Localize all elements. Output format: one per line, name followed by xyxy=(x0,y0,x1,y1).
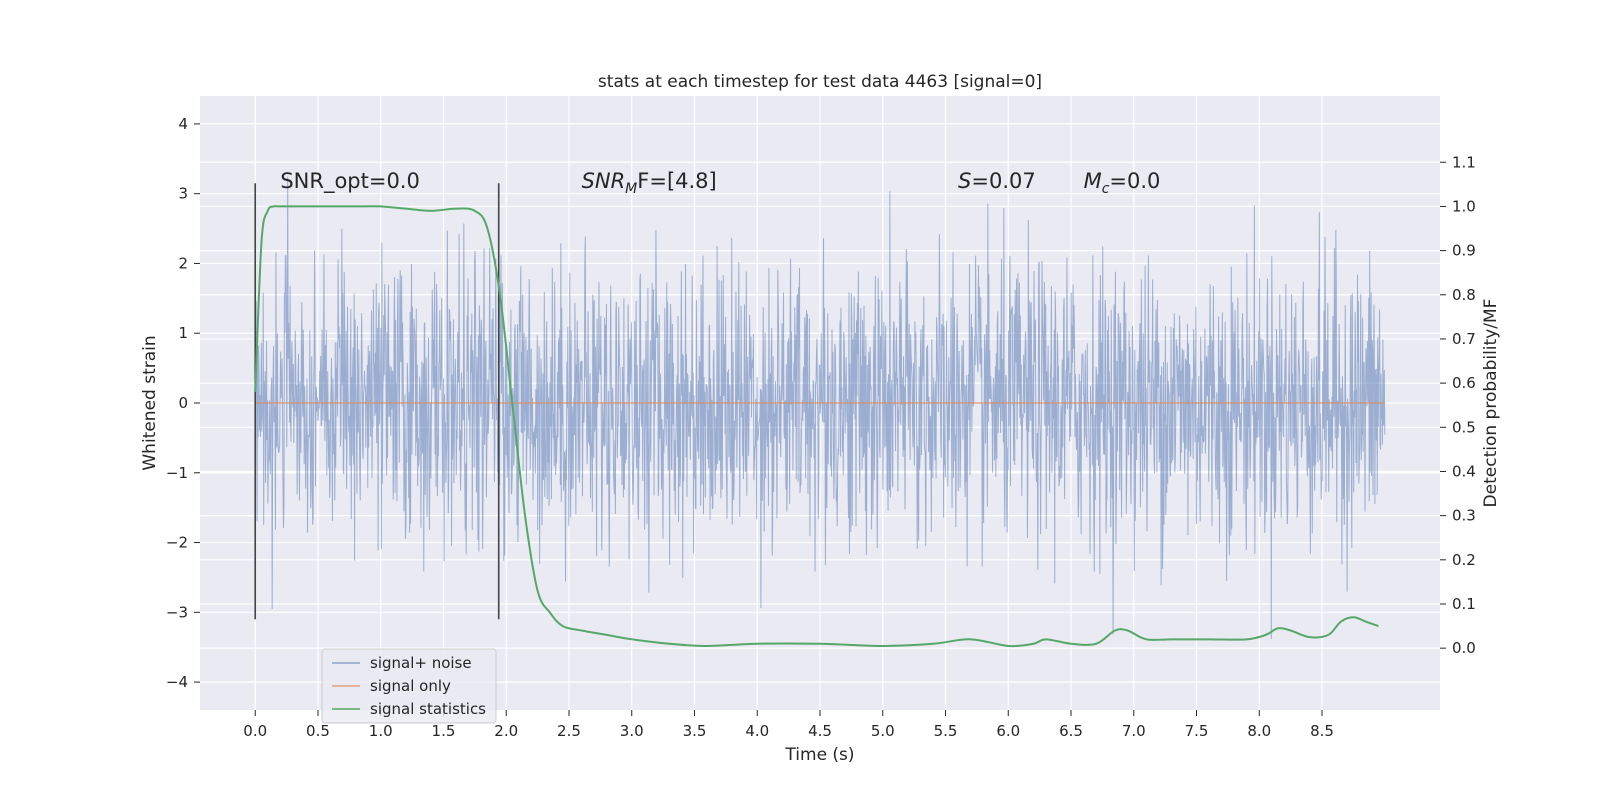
y-right-tick-label: 0.6 xyxy=(1452,374,1476,392)
x-tick-label: 7.0 xyxy=(1122,722,1146,740)
y-right-tick-label: 1.0 xyxy=(1452,197,1476,215)
chart-title: stats at each timestep for test data 446… xyxy=(598,72,1042,92)
y-left-axis-ticks: −4 −3 −2 −1 0 1 2 3 4 xyxy=(166,115,200,691)
annotation-snr-opt: SNR_opt=0.0 xyxy=(280,169,420,194)
legend-box xyxy=(321,648,497,724)
x-axis-ticks: 0.0 0.5 1.0 1.5 2.0 2.5 3.0 3.5 4.0 4.5 5.0 5.5 6.0 6… xyxy=(243,710,1334,740)
y-left-tick-label: −4 xyxy=(166,673,188,691)
legend-label-signal-statistics: signal statistics xyxy=(370,700,486,718)
x-tick-label: 2.5 xyxy=(557,722,581,740)
legend: signal+ noise signal only signal statist… xyxy=(321,648,497,724)
annotation-snr-mf-main: SNR xyxy=(582,169,626,193)
event-marker-lines xyxy=(254,183,500,620)
annotation-s: S=0.07 xyxy=(958,169,1036,193)
annotation-mc-rest: =0.0 xyxy=(1109,169,1160,193)
y-right-tick-label: 0.4 xyxy=(1452,462,1476,480)
annotation-mc-main: M xyxy=(1084,169,1102,193)
signal-statistics-line xyxy=(254,205,1379,648)
x-axis-label: Time (s) xyxy=(784,745,854,765)
y-right-tick-label: 0.2 xyxy=(1452,551,1476,569)
x-tick-label: 1.5 xyxy=(432,722,456,740)
series-signal-plus-noise xyxy=(254,176,1386,639)
y-right-tick-label: 0.5 xyxy=(1452,418,1476,436)
y-right-tick-label: 0.7 xyxy=(1452,330,1476,348)
annotation-mc: Mc=0.0 xyxy=(1084,169,1161,197)
y-left-tick-label: 0 xyxy=(178,394,188,412)
signal-plus-noise-line xyxy=(254,176,1386,639)
y-right-tick-label: 0.3 xyxy=(1452,507,1476,525)
y-left-tick-label: −1 xyxy=(166,464,188,482)
y-right-tick-label: 0.0 xyxy=(1452,639,1476,657)
y-left-tick-label: −3 xyxy=(166,603,188,621)
x-tick-label: 8.0 xyxy=(1247,722,1271,740)
y-left-tick-label: 2 xyxy=(178,254,188,272)
y-right-axis-ticks: 0.0 0.1 0.2 0.3 0.4 0.5 0.6 0.7 0.8 0.9 1.0 1.1 xyxy=(1440,153,1476,657)
y-left-axis-label: Whitened strain xyxy=(140,335,160,470)
legend-label-signal-only: signal only xyxy=(370,677,451,695)
y-right-axis-label: Detection probability/MF xyxy=(1481,299,1501,508)
annotation-s-rest: =0.07 xyxy=(971,169,1035,193)
x-tick-label: 0.0 xyxy=(243,722,267,740)
x-tick-label: 0.5 xyxy=(306,722,330,740)
annotation-snr-mf-rest: F=[4.8] xyxy=(637,169,716,193)
y-right-tick-label: 0.9 xyxy=(1452,242,1476,260)
legend-label-signal-plus-noise: signal+ noise xyxy=(370,654,472,672)
annotations: SNR_opt=0.0 SNRMF=[4.8] S=0.07 Mc=0.0 xyxy=(280,169,1160,197)
annotation-snr-mf-sub: M xyxy=(625,181,637,197)
y-right-tick-label: 0.8 xyxy=(1452,286,1476,304)
x-tick-label: 5.0 xyxy=(871,722,895,740)
y-left-tick-label: 1 xyxy=(178,324,188,342)
annotation-s-main: S xyxy=(958,169,971,193)
x-tick-label: 4.5 xyxy=(808,722,832,740)
y-left-tick-label: 3 xyxy=(178,185,188,203)
annotation-mc-sub: c xyxy=(1102,181,1110,197)
x-tick-label: 6.0 xyxy=(996,722,1020,740)
x-tick-label: 4.0 xyxy=(745,722,769,740)
y-right-tick-label: 1.1 xyxy=(1452,153,1476,171)
x-tick-label: 5.5 xyxy=(934,722,958,740)
annotation-snr-mf: SNRMF=[4.8] xyxy=(582,169,717,197)
x-tick-label: 7.5 xyxy=(1185,722,1209,740)
x-tick-label: 6.5 xyxy=(1059,722,1083,740)
series-signal-statistics xyxy=(254,205,1379,648)
y-left-tick-label: −2 xyxy=(166,534,188,552)
x-tick-label: 3.0 xyxy=(620,722,644,740)
x-tick-label: 2.0 xyxy=(494,722,518,740)
x-tick-label: 8.5 xyxy=(1310,722,1334,740)
y-right-tick-label: 0.1 xyxy=(1452,595,1476,613)
x-tick-label: 1.0 xyxy=(369,722,393,740)
y-left-tick-label: 4 xyxy=(178,115,188,133)
x-tick-label: 3.5 xyxy=(683,722,707,740)
